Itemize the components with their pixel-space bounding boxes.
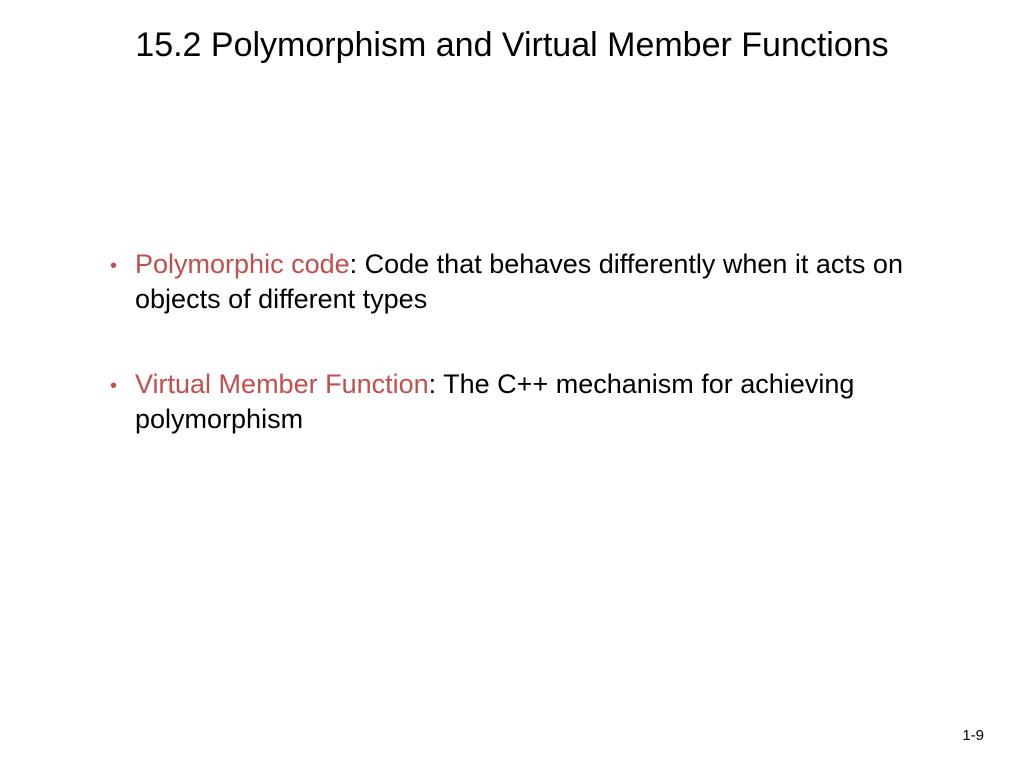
bullet-marker-icon: • <box>110 253 117 279</box>
bullet-item: • Polymorphic code: Code that behaves di… <box>110 247 934 317</box>
page-number: 1-9 <box>962 727 984 744</box>
slide-title: 15.2 Polymorphism and Virtual Member Fun… <box>0 0 1024 67</box>
content-area: • Polymorphic code: Code that behaves di… <box>0 67 1024 437</box>
term-text: Virtual Member Function <box>135 369 429 399</box>
bullet-item: • Virtual Member Function: The C++ mecha… <box>110 367 934 437</box>
bullet-text: Polymorphic code: Code that behaves diff… <box>135 247 934 317</box>
term-text: Polymorphic code <box>135 249 350 279</box>
bullet-marker-icon: • <box>110 373 117 399</box>
bullet-text: Virtual Member Function: The C++ mechani… <box>135 367 934 437</box>
